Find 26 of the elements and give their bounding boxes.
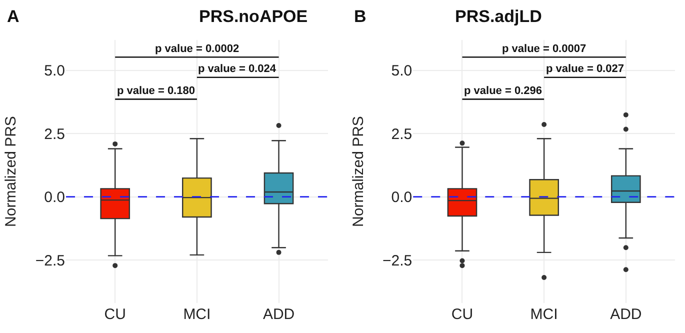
text: A <box>7 7 20 26</box>
x-tick-label: CU <box>451 306 474 323</box>
annotation: p value = 0.027 <box>546 63 624 75</box>
y-tick-label: 2.5 <box>391 126 412 143</box>
y-axis-title: Normalized PRS <box>350 116 367 227</box>
annotation: p value = 0.0002 <box>155 43 240 55</box>
annotation: p value = 0.0007 <box>502 43 586 55</box>
x-tick-label: CU <box>104 306 126 323</box>
y-tick-label: 2.5 <box>44 126 65 143</box>
y-tick-label: 0.0 <box>391 189 412 206</box>
x-tick-label: MCI <box>530 306 558 323</box>
x-tick-label: MCI <box>183 306 211 323</box>
chart-title: PRS.adjLD <box>455 7 542 26</box>
annotation: p value = 0.024 <box>198 63 277 75</box>
y-axis-title: Normalized PRS <box>2 116 20 227</box>
y-tick-label: −2.5 <box>382 252 412 270</box>
y-tick-label: −2.5 <box>35 252 65 270</box>
x-tick-label: ADD <box>262 306 295 323</box>
annotation: p value = 0.296 <box>464 85 542 97</box>
chart-title: PRS.noAPOE <box>199 7 308 26</box>
y-tick-label: 0.0 <box>44 189 65 206</box>
text: B <box>354 7 366 26</box>
y-tick-label: 5.0 <box>391 62 412 80</box>
x-tick-label: ADD <box>610 306 642 323</box>
annotation: p value = 0.180 <box>117 85 195 97</box>
y-tick-label: 5.0 <box>44 62 65 80</box>
